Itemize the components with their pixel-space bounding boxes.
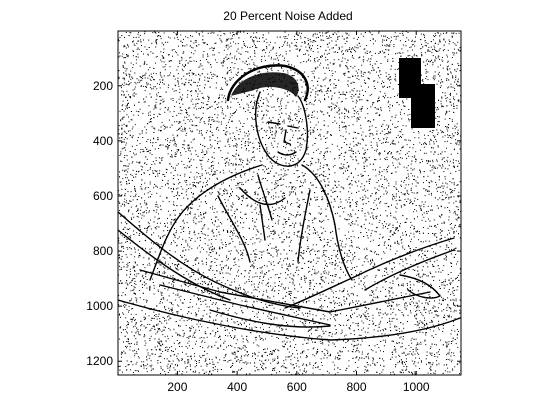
x-tick-label: 600: [287, 380, 307, 394]
paper-edge: [139, 269, 431, 328]
dark-object-lower: [411, 84, 435, 128]
collar: [239, 187, 286, 241]
tie: [257, 174, 273, 221]
arm-left-lower: [118, 229, 231, 301]
arm-right: [284, 237, 455, 309]
arm-left: [118, 211, 301, 309]
x-tick-label: 1000: [403, 380, 430, 394]
arm-right-lower: [364, 249, 455, 291]
axes-frame: [117, 30, 462, 376]
nose-mouth: [277, 129, 297, 156]
y-tick-label: 1200: [86, 354, 113, 368]
hair-outline: [226, 64, 309, 102]
tick-layer: 200 400 600 800 1000 200 400 600 800 1000 1200: [86, 31, 461, 394]
x-tick-label: 200: [167, 380, 187, 394]
y-tick-label: 400: [93, 134, 113, 148]
figure-title: 20 Percent Noise Added: [223, 9, 353, 23]
desk-line: [118, 299, 461, 341]
face-outline: [255, 91, 309, 167]
sketch-layer: [118, 64, 461, 341]
x-tick-label: 800: [347, 380, 367, 394]
y-tick-label: 200: [93, 79, 113, 93]
x-tick-label: 400: [227, 380, 247, 394]
y-tick-label: 1000: [86, 299, 113, 313]
lapel: [217, 189, 311, 263]
hand-right: [399, 274, 441, 299]
shoulder-right: [301, 164, 353, 281]
hair-fill: [231, 72, 299, 97]
eyes: [267, 121, 299, 129]
y-tick-label: 800: [93, 244, 113, 258]
y-tick-label: 600: [93, 189, 113, 203]
dark-object: [399, 58, 435, 128]
